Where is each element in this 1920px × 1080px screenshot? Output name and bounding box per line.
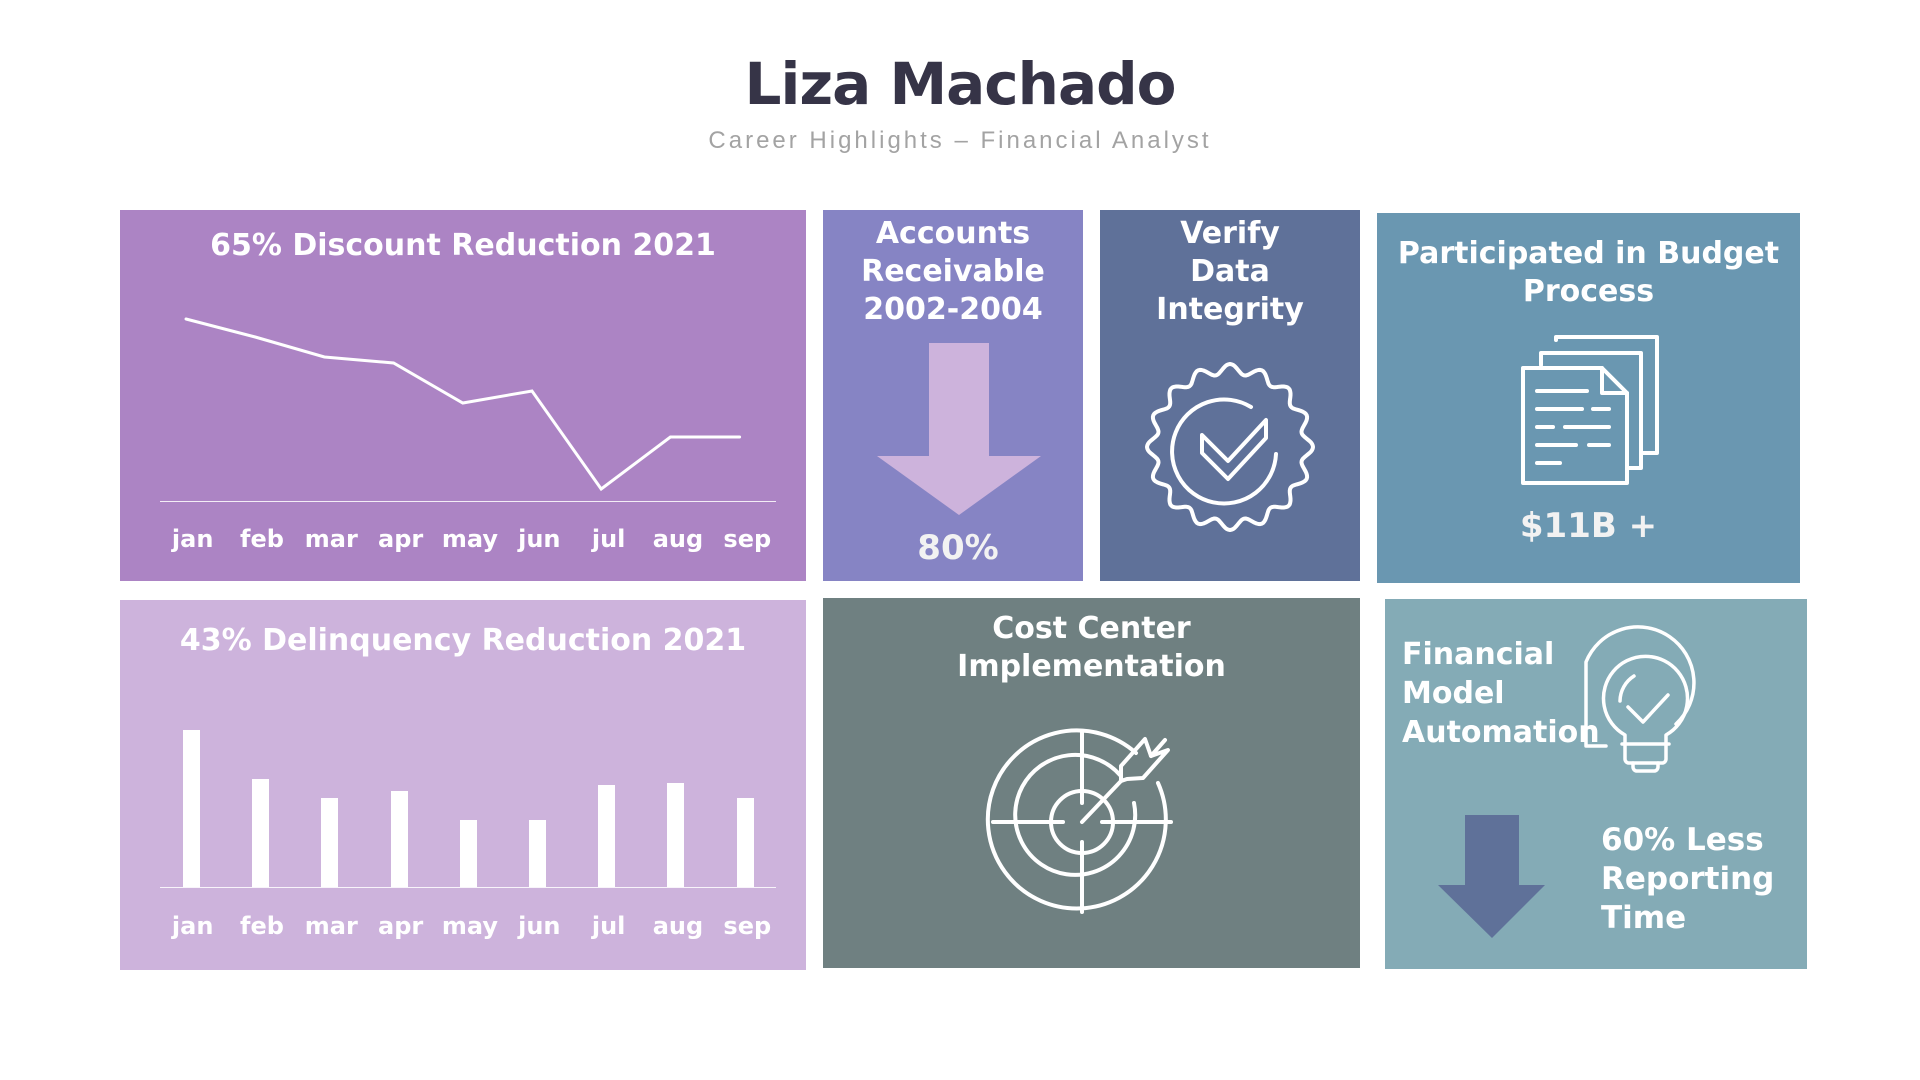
panel-title: Accounts Receivable 2002-2004 (861, 216, 1045, 327)
bar-chart (160, 710, 776, 887)
page-title: Liza Machado (744, 50, 1177, 118)
line-chart (184, 317, 742, 492)
x-tick-label: may (441, 912, 499, 940)
x-tick-label: sep (723, 525, 772, 553)
financial-model-automation-panel: Financial Model Automation 60% Less Repo… (1385, 599, 1807, 969)
down-arrow-icon (1438, 815, 1545, 938)
automation-value: 60% Less Reporting Time (1601, 822, 1775, 936)
verified-badge-icon (1145, 362, 1315, 532)
data-line (184, 317, 742, 492)
x-tick-label: aug (652, 912, 704, 940)
panel-title: 43% Delinquency Reduction 2021 (179, 623, 747, 658)
accounts-receivable-panel: Accounts Receivable 2002-2004 80% (823, 210, 1083, 581)
down-arrow-icon (877, 343, 1041, 515)
x-axis-line (160, 501, 776, 502)
lightbulb-check-icon (1584, 625, 1696, 773)
x-tick-label: apr (378, 912, 424, 940)
x-tick-label: aug (652, 525, 704, 553)
documents-icon (1521, 335, 1659, 485)
bar (598, 784, 616, 887)
bar (321, 797, 339, 887)
discount-reduction-panel: 65% Discount Reduction 2021 jan feb mar apr… (120, 210, 806, 581)
bar (667, 783, 685, 887)
x-tick-label: jul (591, 912, 626, 940)
x-tick-label: jan (171, 525, 214, 553)
x-axis-labels: jan feb mar apr may jun jul aug sep (158, 525, 782, 553)
panel-title: Cost Center Implementation (957, 611, 1226, 684)
x-axis-labels: jan feb mar apr may jun jul aug sep (158, 912, 782, 940)
bar (529, 819, 546, 887)
accounts-value: 80% (917, 528, 999, 568)
target-icon (985, 728, 1173, 914)
bar (459, 819, 477, 887)
x-tick-label: jun (518, 912, 561, 940)
x-tick-label: jan (171, 912, 214, 940)
panel-title: Financial Model Automation (1402, 637, 1600, 750)
x-tick-label: apr (378, 525, 424, 553)
bar (183, 730, 200, 887)
panel-title: Verify Data Integrity (1156, 216, 1304, 327)
x-tick-label: feb (240, 912, 284, 940)
x-tick-label: mar (304, 912, 358, 940)
budget-process-panel: Participated in Budget Process $11B + (1377, 213, 1800, 583)
bar (252, 778, 270, 887)
bar (390, 791, 408, 887)
budget-value: $11B + (1519, 506, 1658, 546)
x-axis-line (160, 887, 776, 888)
x-tick-label: jul (591, 525, 626, 553)
panel-title: 65% Discount Reduction 2021 (210, 228, 716, 263)
cost-center-panel: Cost Center Implementation (823, 598, 1360, 968)
delinquency-reduction-panel: 43% Delinquency Reduction 2021 jan feb mar… (120, 600, 806, 970)
x-tick-label: jun (518, 525, 561, 553)
x-tick-label: mar (304, 525, 358, 553)
bar (736, 797, 754, 887)
x-tick-label: may (441, 525, 499, 553)
x-tick-label: feb (240, 525, 284, 553)
verify-data-integrity-panel: Verify Data Integrity (1100, 210, 1360, 581)
x-tick-label: sep (723, 912, 772, 940)
page-subtitle: Career Highlights – Financial Analyst (708, 127, 1212, 154)
panel-title: Participated in Budget Process (1397, 236, 1780, 309)
